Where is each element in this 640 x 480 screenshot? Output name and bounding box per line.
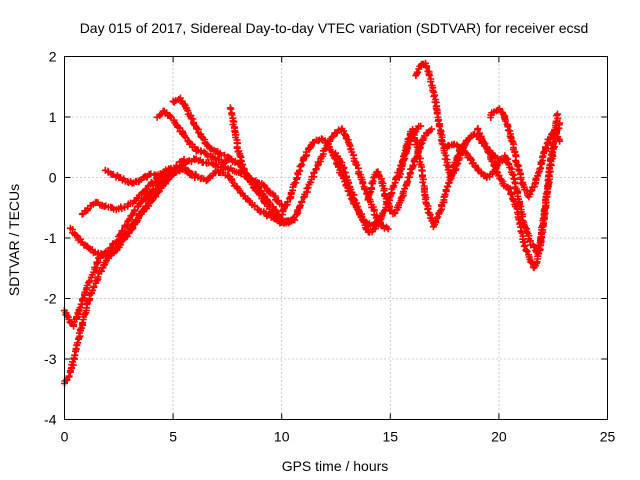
series-satellite-track-17 xyxy=(487,105,564,201)
x-tick-label: 15 xyxy=(383,429,399,445)
series-satellite-track-16 xyxy=(474,119,564,272)
x-axis-label: GPS time / hours xyxy=(282,458,389,474)
series-satellite-track-12 xyxy=(364,125,436,218)
plus-markers xyxy=(226,104,290,227)
plus-markers xyxy=(474,119,564,272)
series-satellite-track-7 xyxy=(169,94,236,163)
y-tick-label: 1 xyxy=(49,109,57,125)
x-tick-label: 10 xyxy=(274,429,290,445)
data-marks xyxy=(60,59,564,387)
plus-markers xyxy=(395,125,470,231)
y-tick-label: 0 xyxy=(49,170,57,186)
plus-markers xyxy=(101,164,175,187)
plus-markers xyxy=(487,105,564,201)
y-tick-label: 2 xyxy=(49,49,57,65)
y-tick-label: -2 xyxy=(44,291,57,307)
y-axis-label: SDTVAR / TECUs xyxy=(6,184,22,296)
x-tick-label: 20 xyxy=(491,429,507,445)
series-satellite-track-14 xyxy=(395,125,470,231)
plus-markers xyxy=(169,94,236,163)
y-tick-label: -4 xyxy=(44,412,57,428)
chart-title: Day 015 of 2017, Sidereal Day-to-day VTE… xyxy=(80,20,589,36)
x-tick-label: 5 xyxy=(169,429,177,445)
series-satellite-track-5 xyxy=(101,164,175,187)
axis-ticks: 0 5 10 15 20 25 -4 -3 -2 -1 0 1 2 xyxy=(44,49,615,445)
x-tick-label: 0 xyxy=(61,429,69,445)
y-tick-label: -3 xyxy=(44,351,57,367)
plus-markers xyxy=(364,125,436,218)
series-satellite-track-10 xyxy=(286,125,392,233)
plus-markers xyxy=(286,125,392,233)
x-tick-label: 25 xyxy=(600,429,616,445)
series-satellite-track-8 xyxy=(226,104,290,227)
y-tick-label: -1 xyxy=(44,230,57,246)
